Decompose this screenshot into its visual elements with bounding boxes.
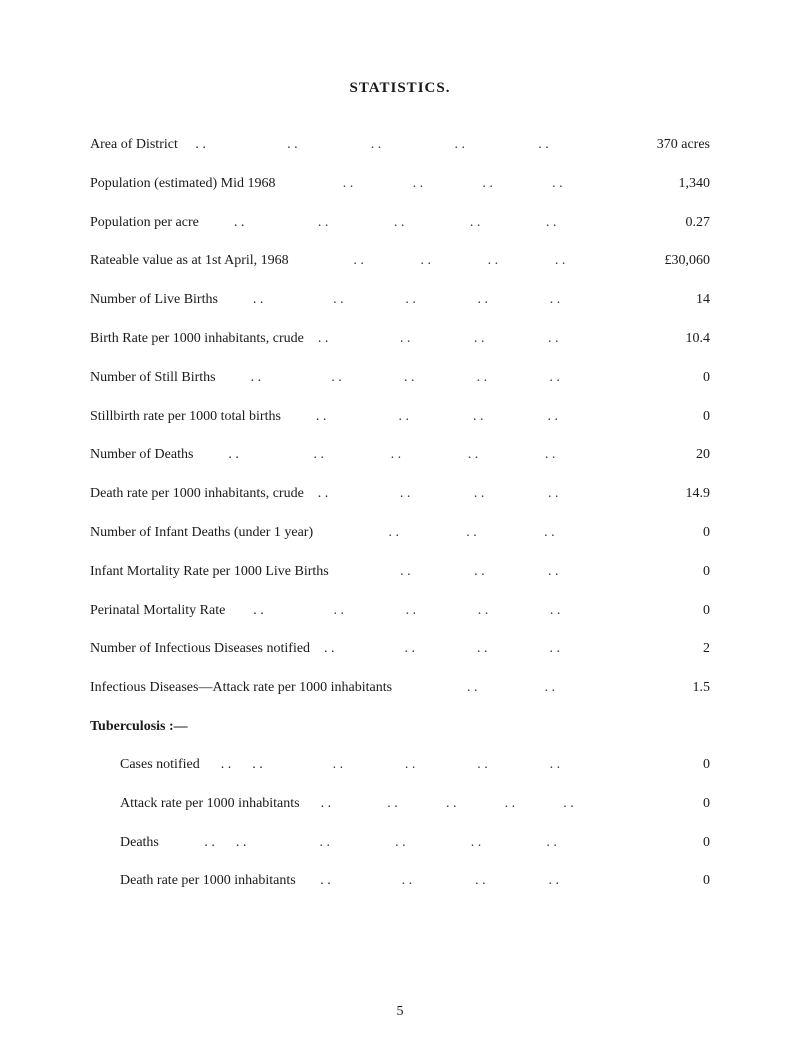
stat-label: Perinatal Mortality Rate . .	[90, 603, 264, 620]
leader-dots: . .. .. .. .	[206, 137, 630, 154]
stat-row: Number of Infant Deaths (under 1 year). …	[90, 525, 710, 542]
stat-row: Stillbirth rate per 1000 total births . …	[90, 409, 710, 426]
stat-row: Cases notified . . . .. .. .. .. .0	[90, 757, 710, 774]
stat-label: Infectious Diseases—Attack rate per 1000…	[90, 680, 392, 697]
leader-dots: . .. .. .. .	[331, 796, 630, 813]
leader-dots: . .. .. .. .	[275, 176, 630, 193]
stat-label: Number of Infectious Diseases notified .…	[90, 641, 335, 658]
stat-label: Birth Rate per 1000 inhabitants, crude .…	[90, 331, 328, 348]
stat-row: Infant Mortality Rate per 1000 Live Birt…	[90, 564, 710, 581]
stat-label: Deaths . . . .	[120, 835, 246, 852]
stat-value: 0	[630, 370, 710, 387]
tuberculosis-list: Cases notified . . . .. .. .. .. .0Attac…	[90, 757, 710, 890]
leader-dots: . .. .. .	[328, 331, 630, 348]
page-container: STATISTICS. Area of District . .. .. .. …	[0, 0, 800, 952]
stat-label: Area of District . .	[90, 137, 206, 154]
stat-label: Number of Live Births . .	[90, 292, 263, 309]
stat-row: Attack rate per 1000 inhabitants . .. ..…	[90, 796, 710, 813]
stat-row: Number of Deaths . .. .. .. .. .20	[90, 447, 710, 464]
stat-label: Population per acre . .	[90, 215, 244, 232]
stat-value: 1,340	[630, 176, 710, 193]
stat-value: £30,060	[630, 253, 710, 270]
stat-value: 1.5	[630, 680, 710, 697]
stat-label: Number of Deaths . .	[90, 447, 239, 464]
stat-label: Number of Still Births . .	[90, 370, 261, 387]
stat-value: 14.9	[630, 486, 710, 503]
leader-dots: . .. .. .	[335, 641, 630, 658]
stat-label: Infant Mortality Rate per 1000 Live Birt…	[90, 564, 329, 581]
tuberculosis-heading: Tuberculosis :—	[90, 719, 710, 735]
stat-value: 0	[630, 564, 710, 581]
statistics-list: Area of District . .. .. .. .. .370 acre…	[90, 137, 710, 697]
stat-label: Population (estimated) Mid 1968	[90, 176, 275, 193]
stat-row: Number of Still Births . .. .. .. .. .0	[90, 370, 710, 387]
leader-dots: . .. .. .. .	[244, 215, 630, 232]
stat-value: 0	[630, 873, 710, 890]
leader-dots: . .. .. .. .	[239, 447, 630, 464]
leader-dots: . .. .. .	[331, 873, 630, 890]
stat-row: Area of District . .. .. .. .. .370 acre…	[90, 137, 710, 154]
leader-dots: . .. .. .. .	[246, 835, 630, 852]
leader-dots: . .. .. .	[313, 525, 630, 542]
stat-label: Death rate per 1000 inhabitants . .	[120, 873, 331, 890]
stat-value: 0	[630, 757, 710, 774]
stat-value: 0	[630, 409, 710, 426]
stat-label: Rateable value as at 1st April, 1968	[90, 253, 289, 270]
stat-value: 0	[630, 796, 710, 813]
stat-row: Birth Rate per 1000 inhabitants, crude .…	[90, 331, 710, 348]
stat-value: 14	[630, 292, 710, 309]
leader-dots: . .. .. .. .	[261, 370, 630, 387]
stat-label: Stillbirth rate per 1000 total births . …	[90, 409, 326, 426]
leader-dots: . .. .. .. .	[264, 603, 630, 620]
leader-dots: . .. .. .	[329, 564, 630, 581]
stat-value: 0	[630, 603, 710, 620]
leader-dots: . .. .	[392, 680, 630, 697]
stat-value: 2	[630, 641, 710, 658]
stat-row: Death rate per 1000 inhabitants, crude .…	[90, 486, 710, 503]
stat-value: 10.4	[630, 331, 710, 348]
stat-row: Number of Live Births . .. .. .. .. .14	[90, 292, 710, 309]
stat-row: Perinatal Mortality Rate . .. .. .. .. .…	[90, 603, 710, 620]
page-number: 5	[0, 1004, 800, 1020]
stat-value: 20	[630, 447, 710, 464]
stat-label: Cases notified . . . .	[120, 757, 263, 774]
page-title: STATISTICS.	[90, 80, 710, 97]
leader-dots: . .. .. .. .	[263, 757, 630, 774]
stat-value: 0.27	[630, 215, 710, 232]
leader-dots: . .. .. .. .	[289, 253, 630, 270]
stat-row: Rateable value as at 1st April, 1968. ..…	[90, 253, 710, 270]
stat-value: 0	[630, 835, 710, 852]
leader-dots: . .. .. .	[328, 486, 630, 503]
stat-value: 0	[630, 525, 710, 542]
stat-value: 370 acres	[630, 137, 710, 154]
stat-row: Number of Infectious Diseases notified .…	[90, 641, 710, 658]
leader-dots: . .. .. .	[326, 409, 630, 426]
stat-row: Population per acre . .. .. .. .. .0.27	[90, 215, 710, 232]
stat-label: Number of Infant Deaths (under 1 year)	[90, 525, 313, 542]
stat-row: Death rate per 1000 inhabitants . .. .. …	[90, 873, 710, 890]
stat-label: Attack rate per 1000 inhabitants . .	[120, 796, 331, 813]
stat-row: Deaths . . . .. .. .. .. .0	[90, 835, 710, 852]
stat-row: Population (estimated) Mid 1968. .. .. .…	[90, 176, 710, 193]
stat-label: Death rate per 1000 inhabitants, crude .…	[90, 486, 328, 503]
stat-row: Infectious Diseases—Attack rate per 1000…	[90, 680, 710, 697]
leader-dots: . .. .. .. .	[263, 292, 630, 309]
